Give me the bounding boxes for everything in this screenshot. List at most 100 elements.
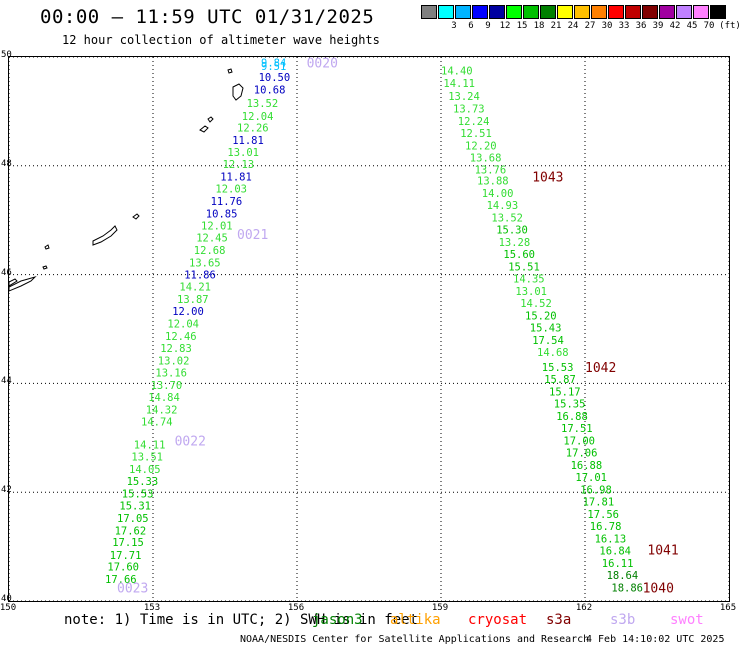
colorbar-tick-label: 9 <box>485 21 491 31</box>
colorbar-swatch <box>659 5 675 19</box>
wave-height-value: 12.46 <box>165 331 197 343</box>
colorbar-swatch <box>625 5 641 19</box>
wave-height-value: 15.33 <box>127 476 159 488</box>
wave-height-value: 14.84 <box>148 392 180 404</box>
wave-height-value: 10.85 <box>206 209 238 221</box>
wave-height-value: 15.43 <box>530 322 562 334</box>
wave-height-value: 16.88 <box>556 411 588 423</box>
wave-height-value: 10.50 <box>259 72 291 84</box>
wave-height-value: 13.16 <box>155 368 187 380</box>
colorbar-swatch <box>455 5 471 19</box>
wave-height-value: 15.60 <box>503 249 535 261</box>
x-tick-label: 165 <box>719 603 737 613</box>
wave-height-value: 13.52 <box>247 98 279 110</box>
wave-height-value: 15.53 <box>542 362 574 374</box>
y-tick-label: 42 <box>1 485 12 496</box>
wave-height-value: 12.45 <box>196 233 228 245</box>
wave-height-value: 13.73 <box>453 104 485 116</box>
colorbar-swatch <box>523 5 539 19</box>
y-tick-label: 46 <box>1 267 12 278</box>
satellite-legend-cryosat: cryosat <box>468 612 528 628</box>
colorbar-tick-label: 18 <box>533 21 545 31</box>
wave-height-value: 17.05 <box>117 513 149 525</box>
wave-height-value: 16.84 <box>599 545 631 557</box>
colorbar-swatch <box>591 5 607 19</box>
pass-cycle-label: 1043 <box>532 171 563 186</box>
wave-height-value: 12.04 <box>167 319 199 331</box>
colorbar-tick-label: 33 <box>618 21 630 31</box>
island <box>227 68 233 74</box>
wave-height-value: 14.74 <box>141 416 173 428</box>
wave-height-value: 12.68 <box>194 245 226 257</box>
colorbar-tick-label: 12 <box>499 21 511 31</box>
wave-height-value: 14.00 <box>482 188 514 200</box>
wave-height-value: 17.01 <box>575 472 607 484</box>
wave-height-value: 14.35 <box>513 273 545 285</box>
footer-credit: NOAA/NESDIS Center for Satellite Applica… <box>240 634 590 645</box>
wave-height-value: 15.51 <box>508 261 540 273</box>
wave-height-value: 16.88 <box>571 460 603 472</box>
colorbar-tick-label: 39 <box>652 21 664 31</box>
wave-height-value: 17.15 <box>112 537 144 549</box>
colorbar-swatch <box>472 5 488 19</box>
island <box>42 265 48 270</box>
wave-height-value: 12.24 <box>458 116 490 128</box>
satellite-legend-jason3: jason3 <box>312 612 363 628</box>
wave-height-value: 9.51 <box>261 61 286 73</box>
island <box>232 83 244 101</box>
wave-height-value: 13.87 <box>177 294 209 306</box>
satellite-legend-altika: altika <box>390 612 441 628</box>
wave-height-value: 13.51 <box>131 451 163 463</box>
wave-height-value: 15.31 <box>119 500 151 512</box>
colorbar-tick-label: 36 <box>635 21 647 31</box>
note-text: note: 1) Time is in UTC; 2) SWH is in fe… <box>64 612 419 628</box>
wave-height-value: 17.71 <box>110 550 142 562</box>
wave-height-value: 17.81 <box>583 496 615 508</box>
wave-height-value: 10.68 <box>254 85 286 97</box>
y-tick-label: 44 <box>1 376 12 387</box>
wave-height-value: 15.87 <box>544 374 576 386</box>
altimeter-tracks: 9.849.5110.5010.6813.5212.0412.2611.8113… <box>105 57 679 596</box>
map-title: 00:00 – 11:59 UTC 01/31/2025 <box>40 6 375 28</box>
x-tick-label: 156 <box>287 603 305 613</box>
wave-height-value: 14.11 <box>134 439 166 451</box>
wave-height-value: 11.86 <box>184 270 216 282</box>
satellite-legend-swot: swot <box>670 612 704 628</box>
wave-height-value: 16.98 <box>580 484 612 496</box>
colorbar-swatch <box>608 5 624 19</box>
wave-height-value: 15.17 <box>549 387 581 399</box>
wave-height-value: 13.28 <box>499 237 531 249</box>
coastline-kuril-islands <box>9 68 244 292</box>
colorbar-tick-label: 21 <box>550 21 562 31</box>
wave-height-value: 14.05 <box>129 464 161 476</box>
wave-height-value: 16.11 <box>602 558 634 570</box>
colorbar-swatch <box>557 5 573 19</box>
wave-height-value: 12.83 <box>160 343 192 355</box>
colorbar-swatch <box>642 5 658 19</box>
island <box>9 275 37 292</box>
colorbar-swatch <box>574 5 590 19</box>
map-canvas: 9.849.5110.5010.6813.5212.0412.2611.8113… <box>9 57 729 601</box>
wave-height-value: 13.01 <box>227 147 259 159</box>
y-tick-label: 50 <box>1 50 12 60</box>
wave-height-value: 12.00 <box>172 306 204 318</box>
colorbar-tick-label: 27 <box>584 21 596 31</box>
island <box>132 213 140 220</box>
pass-cycle-label: 1041 <box>647 543 678 558</box>
colorbar-unit: (ft) <box>719 21 740 31</box>
island <box>9 278 18 287</box>
wave-height-value: 13.01 <box>515 286 547 298</box>
wave-height-value: 17.54 <box>532 335 564 347</box>
colorbar-tick-label: 3 <box>451 21 457 31</box>
colorbar-tick-label: 6 <box>468 21 474 31</box>
wave-height-value: 12.01 <box>201 221 233 233</box>
x-tick-label: 162 <box>575 603 593 613</box>
wave-height-value: 14.21 <box>179 282 211 294</box>
island <box>207 116 214 123</box>
wave-height-value: 14.11 <box>443 78 475 90</box>
x-tick-label: 153 <box>143 603 161 613</box>
wave-height-value: 11.81 <box>220 172 252 184</box>
y-tick-label: 48 <box>1 158 12 169</box>
colorbar-swatch <box>489 5 505 19</box>
wave-height-value: 17.06 <box>566 447 598 459</box>
